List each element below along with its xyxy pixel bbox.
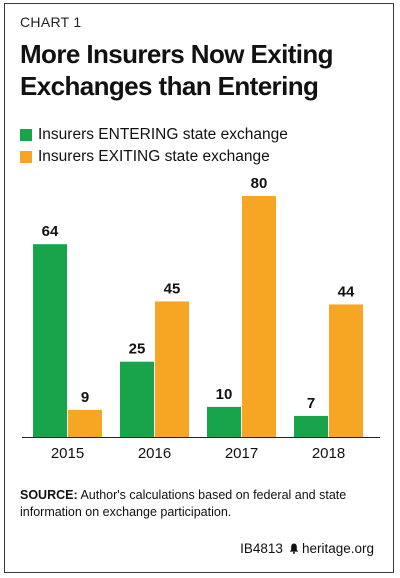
data-label-exiting-2015: 9 xyxy=(81,389,89,406)
legend-item-exiting: Insurers EXITING state exchange xyxy=(20,146,288,168)
legend-item-entering: Insurers ENTERING state exchange xyxy=(20,124,288,146)
x-tick-label-2017: 2017 xyxy=(225,445,258,462)
chart-title: More Insurers Now Exiting Exchanges than… xyxy=(20,38,380,102)
footer: IB4813 heritage.org xyxy=(240,541,374,556)
bar-exiting-2018 xyxy=(329,304,363,437)
x-tick-label-2016: 2016 xyxy=(138,445,171,462)
x-tick-label-2015: 2015 xyxy=(51,445,84,462)
liberty-bell-icon xyxy=(289,543,299,554)
chart-frame xyxy=(4,3,394,573)
bar-exiting-2016 xyxy=(155,301,189,437)
x-tick-label-2018: 2018 xyxy=(312,445,345,462)
data-label-entering-2017: 10 xyxy=(216,386,233,403)
data-label-exiting-2018: 44 xyxy=(338,283,355,300)
report-code: IB4813 xyxy=(240,541,283,556)
bar-entering-2015 xyxy=(33,244,67,437)
data-label-exiting-2017: 80 xyxy=(251,175,268,192)
site-name: heritage.org xyxy=(301,541,374,556)
bar-exiting-2017 xyxy=(242,196,276,437)
data-label-exiting-2016: 45 xyxy=(164,280,181,297)
bar-entering-2018 xyxy=(294,415,328,437)
chart-title-line-1: More Insurers Now Exiting xyxy=(20,39,334,69)
chart-title-line-2: Exchanges than Entering xyxy=(20,71,319,101)
data-label-entering-2018: 7 xyxy=(307,395,315,412)
source-text: Author's calculations based on federal a… xyxy=(20,488,347,519)
legend: Insurers ENTERING state exchange Insurer… xyxy=(20,124,288,168)
source-label: SOURCE: xyxy=(20,488,78,502)
data-label-entering-2015: 64 xyxy=(42,223,59,240)
chart-kicker: CHART 1 xyxy=(20,14,82,30)
legend-label-entering: Insurers ENTERING state exchange xyxy=(38,126,288,143)
source-note: SOURCE: Author's calculations based on f… xyxy=(20,487,380,521)
data-label-entering-2016: 25 xyxy=(129,341,146,358)
bar-exiting-2015 xyxy=(68,409,102,437)
legend-swatch-exiting xyxy=(20,151,32,163)
legend-label-exiting: Insurers EXITING state exchange xyxy=(38,148,270,165)
bar-entering-2016 xyxy=(120,361,154,437)
legend-swatch-entering xyxy=(20,129,32,141)
bar-entering-2017 xyxy=(207,406,241,437)
